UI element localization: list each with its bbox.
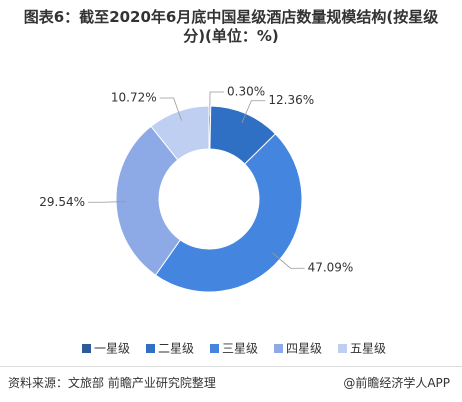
legend-swatch — [210, 344, 219, 353]
legend-label: 一星级 — [94, 342, 130, 356]
leader-line — [159, 97, 182, 121]
donut-slice — [154, 133, 303, 293]
legend-swatch — [82, 344, 91, 353]
data-label: 47.09% — [308, 261, 354, 275]
leader-line — [88, 201, 127, 203]
legend-swatch — [146, 344, 155, 353]
data-label: 12.36% — [268, 93, 314, 107]
legend-label: 四星级 — [286, 342, 322, 356]
source: 资料来源：文旅部 前瞻产业研究院整理 — [8, 376, 216, 390]
donut-slice — [115, 125, 181, 276]
legend-swatch — [338, 344, 347, 353]
divider — [0, 366, 462, 367]
legend-swatch — [274, 344, 283, 353]
leader-line — [272, 252, 305, 269]
donut-slice — [150, 105, 210, 161]
leader-line — [209, 91, 225, 117]
legend-label: 三星级 — [222, 342, 258, 356]
brand: @前瞻经济学人APP — [343, 376, 450, 390]
data-label: 0.30% — [227, 85, 265, 99]
chart-title: 图表6：截至2020年6月底中国星级酒店数量规模结构(按星级分)(单位：%) — [23, 8, 439, 45]
data-label: 29.54% — [39, 195, 85, 209]
legend-label: 二星级 — [158, 342, 194, 356]
legend-label: 五星级 — [350, 342, 386, 356]
data-label: 10.72% — [111, 91, 157, 105]
leader-line — [241, 100, 266, 123]
